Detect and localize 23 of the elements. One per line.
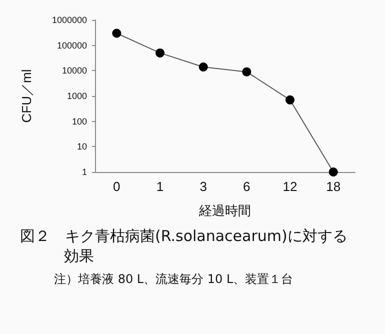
y-tick-label: 10: [76, 142, 87, 152]
x-tick-label: 12: [282, 179, 298, 194]
text: 図２ キク青枯病菌(R.solanacearum)に対する効果: [20, 226, 348, 266]
x-tick-label: 6: [243, 179, 250, 194]
point: [156, 48, 164, 58]
y-axis-title: CFU／ml: [19, 69, 34, 123]
y-tick-label: 1000000: [52, 15, 87, 25]
y-tick-label: 1000: [66, 91, 87, 101]
point: [198, 62, 208, 72]
point: [328, 168, 338, 176]
point: [112, 28, 122, 38]
x-tick-label: 3: [200, 179, 207, 194]
y-tick-label: 10000: [62, 66, 87, 76]
x-axis-title: 経過時間: [198, 203, 251, 218]
point: [242, 67, 252, 76]
y-tick-label: 1: [82, 167, 87, 177]
point: [286, 95, 294, 104]
y-tick-label: 100: [72, 116, 87, 126]
x-tick-label: 1: [156, 179, 164, 194]
x-tick-label: 18: [326, 179, 341, 194]
x-tick-label: 0: [113, 179, 120, 194]
y-tick-label: 100000: [56, 40, 87, 50]
text: 注）培養液 80 L、流速毎分 10 L、装置１台: [54, 270, 294, 288]
